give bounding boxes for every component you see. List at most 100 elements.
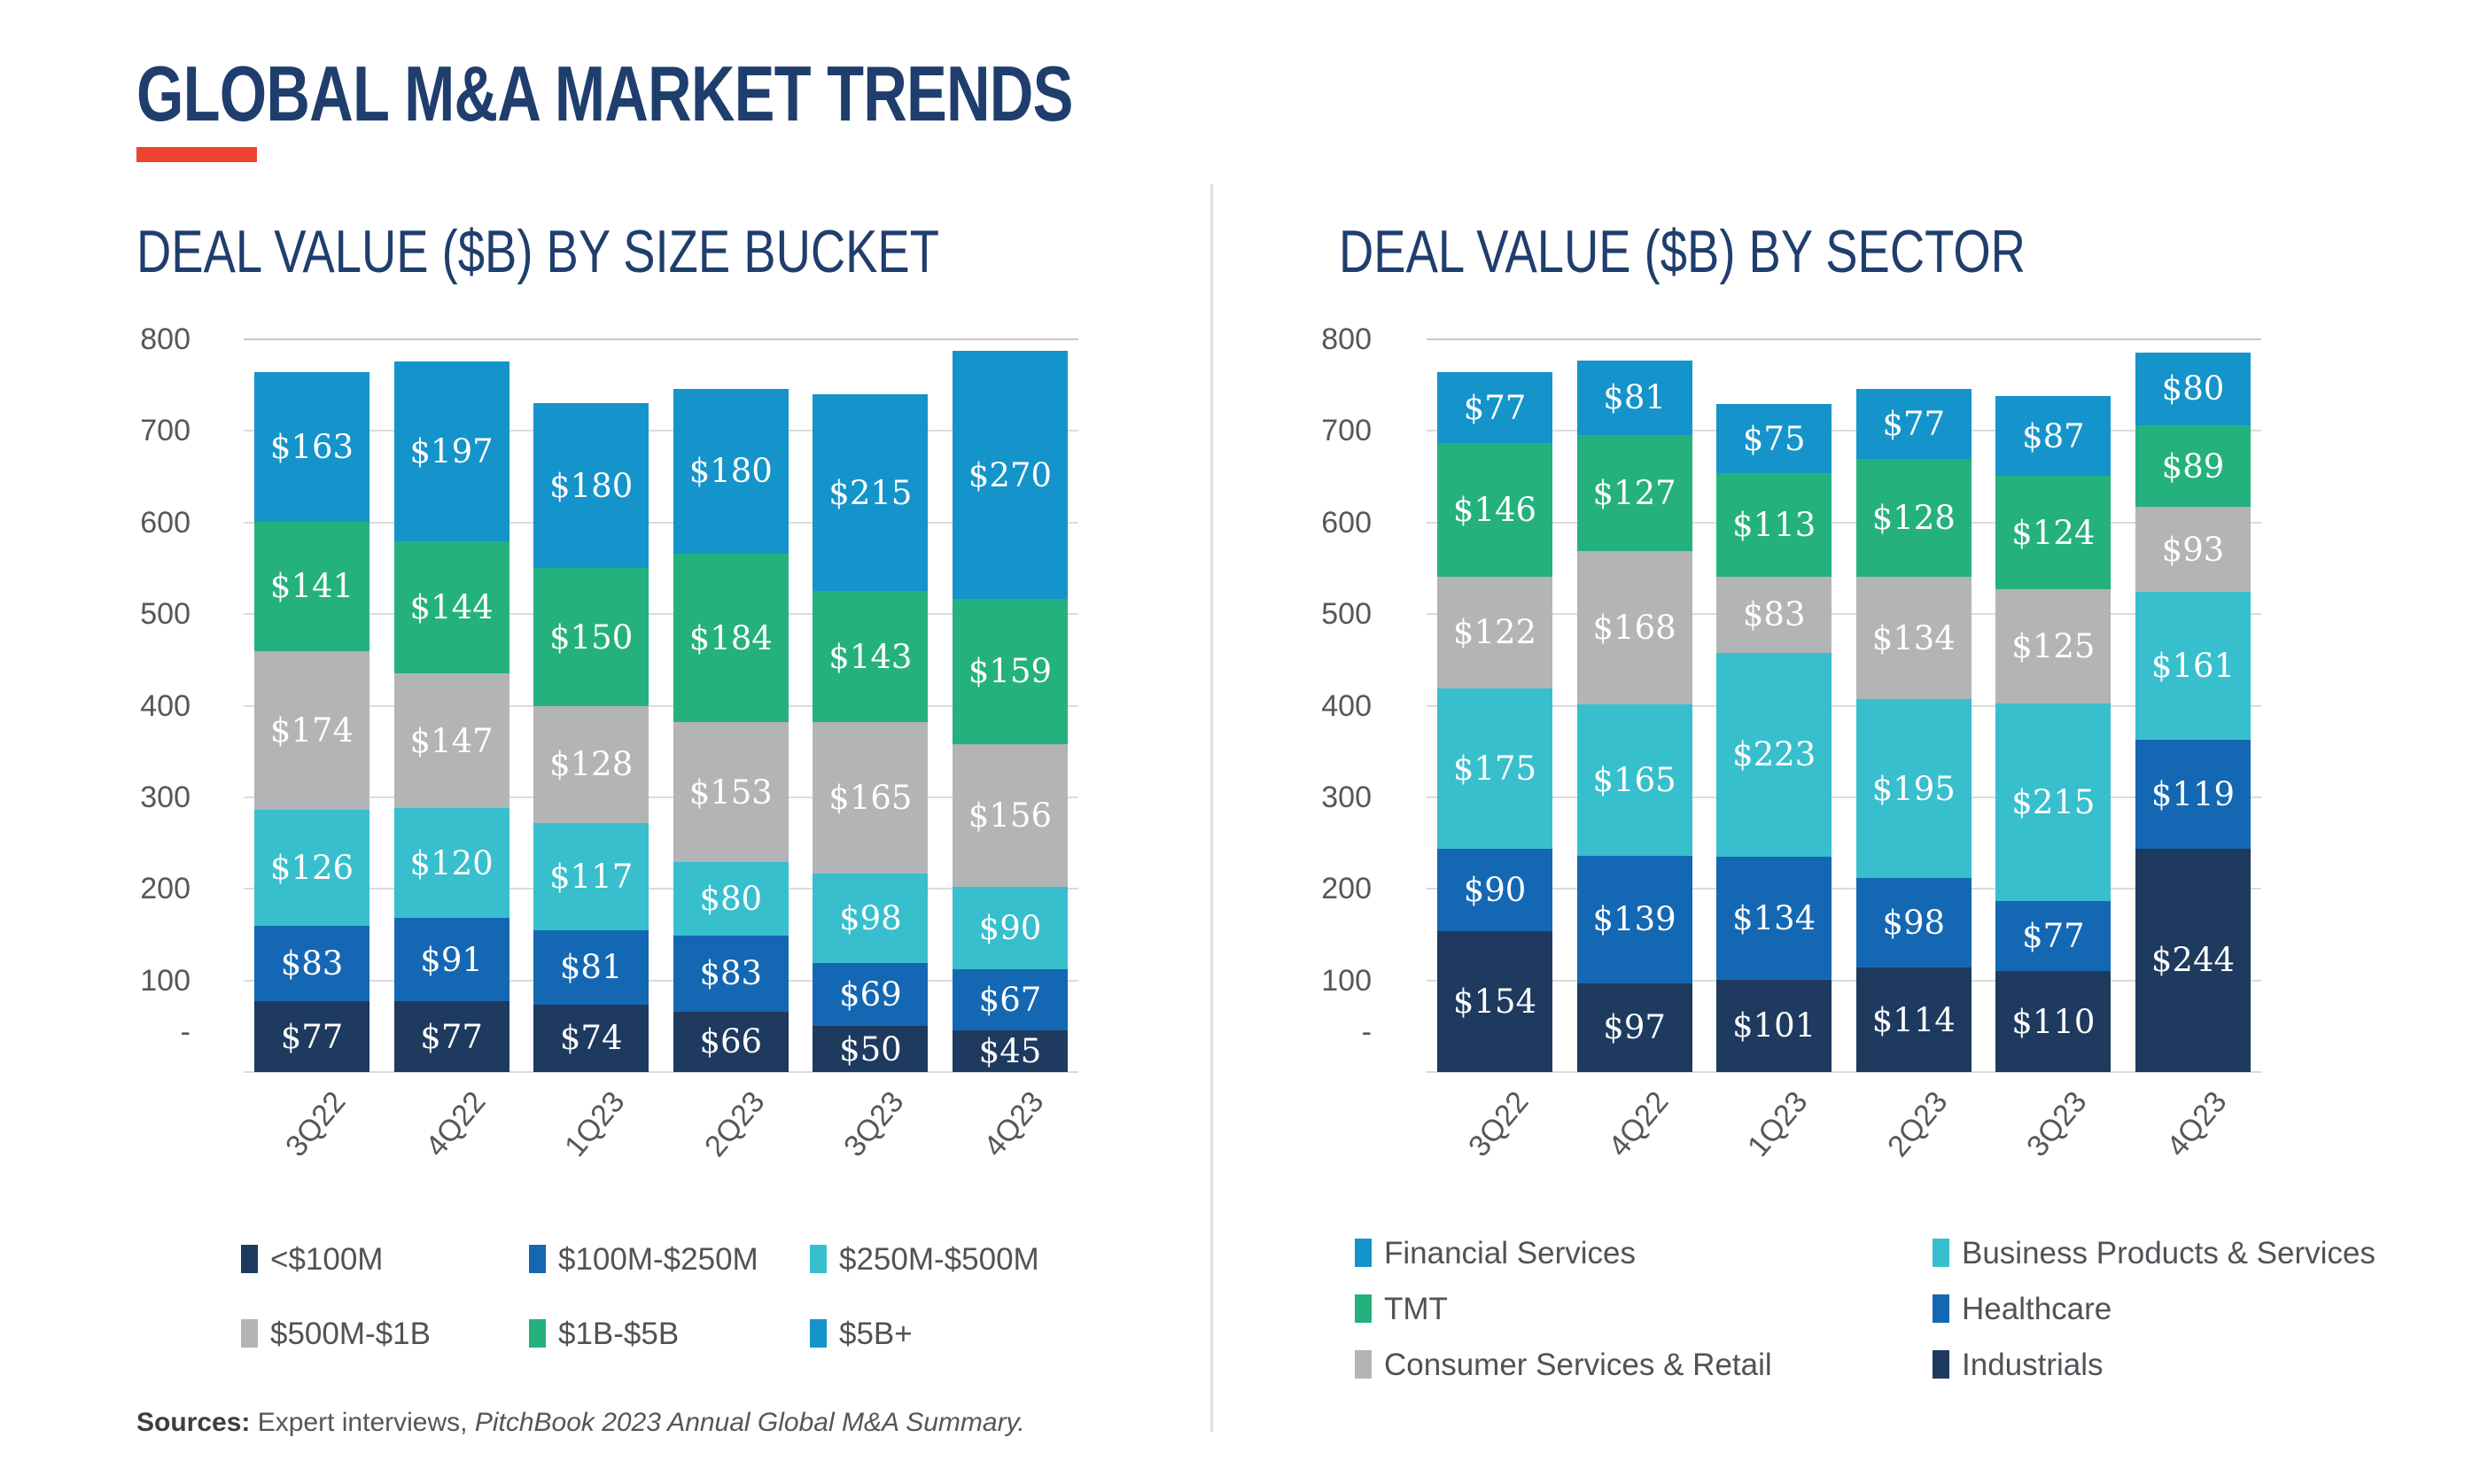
bar-segment: $134 bbox=[1716, 857, 1832, 980]
bar-segment: $119 bbox=[2135, 739, 2251, 849]
bar-segment: $195 bbox=[1855, 699, 1972, 878]
bar-segment: $215 bbox=[1995, 703, 2112, 901]
bar-value-label: $197 bbox=[409, 432, 494, 471]
bar-segment: $80 bbox=[673, 862, 789, 936]
legend-swatch bbox=[1355, 1294, 1372, 1323]
bar-value-label: $45 bbox=[978, 1032, 1042, 1071]
x-tick-label: 3Q23 bbox=[2020, 1084, 2094, 1163]
plot-area: $154 $90 $175 $122 $146 $77 $97 $139 $165 $168 $12… bbox=[1427, 339, 2261, 1072]
bar-value-label: $159 bbox=[968, 652, 1053, 691]
y-tick-label: 100 bbox=[1321, 963, 1372, 998]
bar-segment: $90 bbox=[1437, 848, 1552, 931]
bar-value-label: $215 bbox=[828, 473, 913, 512]
legend: <$100M $100M-$250M $250M-$500M $500M-$1B $1B… bbox=[241, 1241, 1163, 1351]
page-title: GLOBAL M&A MARKET TRENDS bbox=[136, 50, 1073, 137]
bar-segment: $153 bbox=[673, 722, 789, 863]
bar-segment: $75 bbox=[1716, 404, 1832, 473]
bar-value-label: $80 bbox=[2161, 369, 2225, 408]
bar-value-label: $124 bbox=[2011, 513, 2096, 552]
legend-item: $250M-$500M bbox=[810, 1244, 1163, 1275]
legend-swatch bbox=[241, 1319, 258, 1348]
bar-value-label: $91 bbox=[420, 940, 483, 979]
bar-4Q22: $77 $91 $120 $147 $144 $197 bbox=[393, 361, 509, 1072]
bar-value-label: $114 bbox=[1871, 1000, 1956, 1039]
bar-value-label: $139 bbox=[1592, 900, 1676, 939]
legend-swatch bbox=[1933, 1294, 1949, 1323]
y-tick-label: 400 bbox=[140, 688, 191, 723]
bar-segment: $77 bbox=[254, 1001, 369, 1072]
legend-item: Industrials bbox=[1933, 1349, 2454, 1380]
bar-value-label: $134 bbox=[1871, 618, 1956, 657]
bar-value-label: $101 bbox=[1732, 1006, 1816, 1045]
bar-4Q22: $97 $139 $165 $168 $127 $81 bbox=[1576, 360, 1692, 1072]
gridline-400 bbox=[244, 704, 1078, 707]
bar-4Q23: $45 $67 $90 $156 $159 $270 bbox=[952, 351, 1068, 1072]
bar-segment: $83 bbox=[673, 935, 789, 1012]
bar-segment: $146 bbox=[1437, 442, 1552, 577]
x-tick-label: 4Q23 bbox=[2159, 1084, 2234, 1163]
bar-value-label: $168 bbox=[1592, 609, 1676, 648]
y-tick-label: 500 bbox=[1321, 597, 1372, 632]
y-tick-label: - bbox=[1361, 1015, 1372, 1049]
bar-3Q23: $110 $77 $215 $125 $124 $87 bbox=[1995, 396, 2112, 1072]
y-tick-label: 200 bbox=[140, 872, 191, 906]
y-tick-label: 400 bbox=[1321, 688, 1372, 723]
bar-value-label: $163 bbox=[269, 428, 354, 466]
bar-segment: $165 bbox=[1576, 704, 1692, 857]
bar-value-label: $93 bbox=[2161, 530, 2225, 569]
bar-value-label: $125 bbox=[2011, 627, 2096, 666]
legend-label: $5B+ bbox=[839, 1316, 913, 1351]
bar-segment: $161 bbox=[2135, 592, 2251, 740]
y-tick-label: 700 bbox=[1321, 414, 1372, 448]
bar-value-label: $141 bbox=[269, 567, 354, 606]
bar-value-label: $81 bbox=[559, 948, 623, 987]
legend-item: $100M-$250M bbox=[529, 1241, 810, 1277]
gridline-600 bbox=[244, 521, 1078, 524]
title-accent-rule bbox=[136, 147, 257, 162]
sources-label: Sources: bbox=[136, 1408, 251, 1437]
x-tick-label: 2Q23 bbox=[1880, 1084, 1955, 1163]
bar-value-label: $128 bbox=[549, 745, 634, 784]
legend-swatch bbox=[529, 1245, 546, 1273]
bar-value-label: $146 bbox=[1452, 490, 1537, 529]
bar-segment: $168 bbox=[1576, 550, 1692, 705]
bar-segment: $143 bbox=[813, 591, 929, 723]
bar-segment: $98 bbox=[1855, 877, 1972, 968]
y-tick-label: - bbox=[180, 1015, 191, 1049]
legend-label: $100M-$250M bbox=[558, 1241, 758, 1277]
legend-label: Healthcare bbox=[1962, 1291, 2112, 1326]
y-tick-label: 700 bbox=[140, 414, 191, 448]
legend-swatch bbox=[810, 1245, 827, 1273]
x-tick-label: 3Q22 bbox=[1461, 1084, 1536, 1163]
bar-value-label: $67 bbox=[978, 981, 1042, 1020]
legend: Financial Services Business Products & Se… bbox=[1355, 1238, 2454, 1382]
bar-value-label: $128 bbox=[1871, 499, 1956, 538]
legend-item: $500M-$1B bbox=[241, 1318, 529, 1349]
bar-value-label: $77 bbox=[2022, 917, 2085, 955]
legend-swatch bbox=[529, 1319, 546, 1348]
bar-value-label: $90 bbox=[1463, 870, 1527, 909]
bar-value-label: $156 bbox=[968, 796, 1053, 835]
bar-segment: $98 bbox=[813, 873, 929, 963]
bar-segment: $50 bbox=[813, 1026, 929, 1072]
bar-segment: $270 bbox=[952, 351, 1068, 599]
bar-segment: $150 bbox=[533, 568, 649, 706]
bar-value-label: $120 bbox=[409, 843, 494, 882]
bar-value-label: $77 bbox=[420, 1017, 483, 1056]
gridline-500 bbox=[1427, 613, 2261, 616]
bar-value-label: $244 bbox=[2150, 941, 2236, 980]
y-tick-label: 300 bbox=[140, 780, 191, 814]
chart-title-size-bucket: DEAL VALUE ($B) BY SIZE BUCKET bbox=[136, 218, 939, 285]
bar-segment: $117 bbox=[533, 822, 649, 930]
legend-label: $1B-$5B bbox=[558, 1316, 680, 1351]
bar-segment: $134 bbox=[1855, 576, 1972, 700]
gridline-700 bbox=[1427, 430, 2261, 432]
bar-segment: $74 bbox=[533, 1004, 649, 1072]
legend-swatch bbox=[1933, 1239, 1949, 1267]
bar-value-label: $165 bbox=[1592, 761, 1676, 800]
legend-label: Consumer Services & Retail bbox=[1384, 1347, 1772, 1382]
bar-segment: $77 bbox=[1855, 388, 1972, 460]
legend-swatch bbox=[1355, 1350, 1372, 1379]
bar-value-label: $150 bbox=[549, 618, 634, 657]
